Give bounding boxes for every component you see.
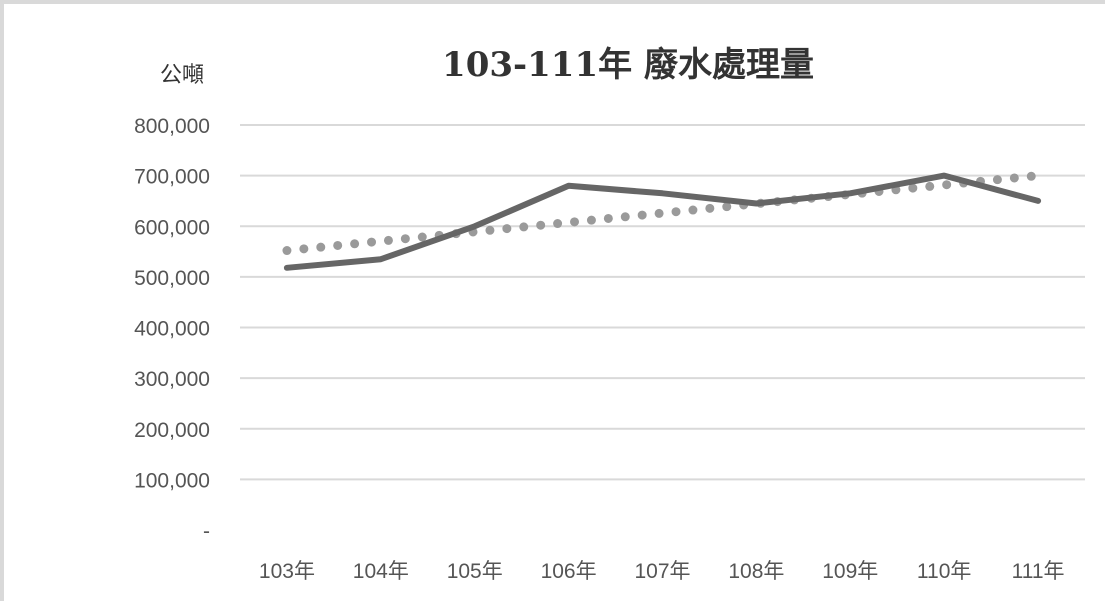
x-tick-label: 111年 bbox=[1012, 560, 1065, 583]
x-tick-label: 105年 bbox=[447, 560, 503, 583]
y-tick-label: 100,000 bbox=[134, 469, 210, 492]
x-tick-label: 103年 bbox=[259, 560, 315, 583]
x-tick-label: 107年 bbox=[634, 560, 690, 583]
y-tick-label: 300,000 bbox=[134, 368, 210, 391]
y-tick-label: 600,000 bbox=[134, 216, 210, 239]
x-tick-label: 109年 bbox=[822, 560, 878, 583]
x-tick-label: 104年 bbox=[353, 560, 409, 583]
series-line bbox=[283, 172, 1042, 271]
y-tick-label: 500,000 bbox=[134, 267, 210, 290]
x-axis-tick-labels: 103年 104年 105年 106年 107年 108年 109年 110年 111年 bbox=[259, 560, 1065, 583]
y-axis-unit-label: 公噸 bbox=[160, 63, 204, 88]
trendline bbox=[282, 171, 1043, 256]
x-tick-label: 106年 bbox=[541, 560, 597, 583]
trendline-layer bbox=[282, 171, 1043, 256]
y-tick-label: 400,000 bbox=[134, 318, 210, 341]
y-tick-label: 800,000 bbox=[134, 115, 210, 138]
chart-title: 103-111年 廢水處理量 bbox=[442, 45, 814, 85]
y-tick-label: 700,000 bbox=[134, 166, 210, 189]
y-tick-label: - bbox=[203, 520, 210, 543]
x-tick-label: 110年 bbox=[917, 560, 971, 583]
y-tick-label: 200,000 bbox=[134, 419, 210, 442]
x-tick-label: 108年 bbox=[728, 560, 784, 583]
series-layer bbox=[283, 172, 1042, 271]
gridlines bbox=[240, 124, 1085, 481]
y-axis-tick-labels: - 100,000 200,000 300,000 400,000 500,000 600,… bbox=[134, 115, 210, 543]
